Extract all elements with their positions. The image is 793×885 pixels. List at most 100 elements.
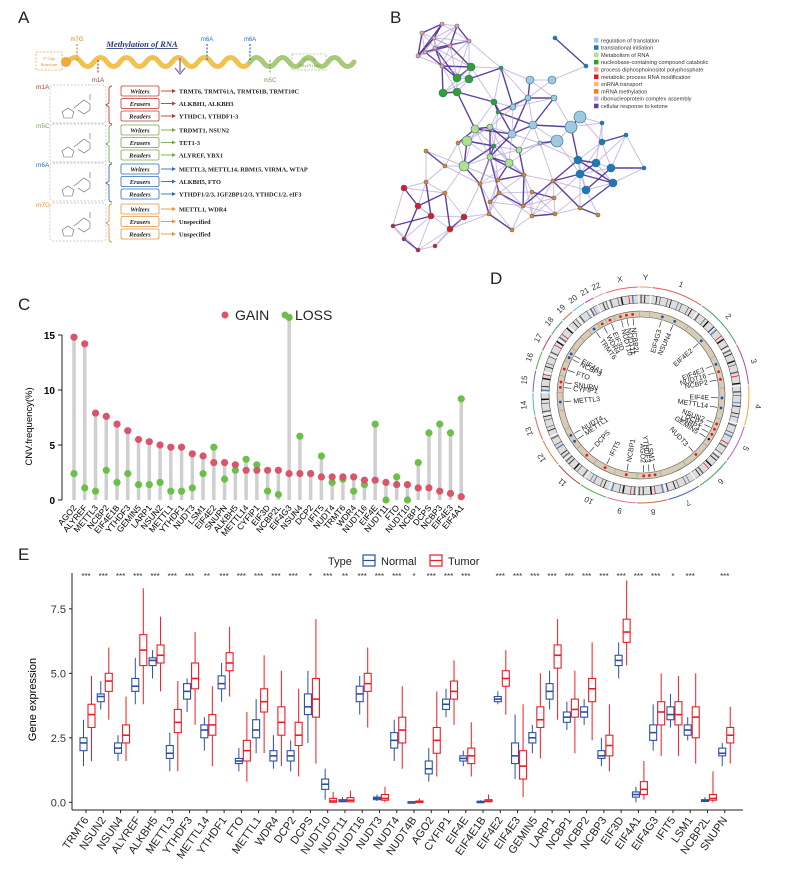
network-edge [552, 66, 586, 80]
gain-point [404, 481, 411, 488]
legend-label-1: translational initiation [601, 46, 653, 52]
box-tumor [675, 702, 682, 725]
box-normal [719, 748, 726, 756]
loss-point [264, 488, 271, 495]
legend-label-9: cellular response to ketone [601, 104, 668, 110]
gene-list: Unspecified [179, 232, 211, 239]
legend-swatch-4 [594, 67, 599, 72]
legend-marker-gain [222, 312, 229, 319]
y-tick-label: 15 [44, 331, 56, 342]
gain-point [178, 444, 185, 451]
box-tumor [123, 725, 130, 743]
network-edge [613, 168, 644, 183]
cnv-point-gain [585, 454, 588, 457]
ideogram-band [634, 487, 635, 495]
gene-label-connector [688, 446, 693, 451]
chromosome-label-22: 22 [590, 280, 602, 292]
box-tumor [589, 678, 596, 701]
significance-label: *** [427, 572, 436, 581]
chromosome-label-15: 15 [519, 374, 529, 385]
gene-label-connector [627, 319, 628, 326]
network-edge [404, 188, 418, 206]
y-tick-label: 0.0 [51, 797, 66, 809]
gain-point [458, 493, 465, 500]
gain-point [425, 484, 432, 491]
gain-point [232, 461, 239, 468]
network-node [402, 237, 406, 241]
gene-list: ALKBH5, FTO [179, 179, 221, 186]
gene-label-connector [573, 360, 579, 363]
loss-point [81, 484, 88, 491]
box-tumor [278, 707, 285, 735]
box-normal [97, 694, 104, 702]
gene-label-connector [596, 332, 600, 338]
loss-point [425, 429, 432, 436]
network-edge [523, 175, 524, 206]
mark-label-m5C: m5C [264, 78, 277, 84]
box-tumor [295, 722, 302, 745]
gene-label-connector [612, 324, 615, 330]
gain-point [382, 479, 389, 486]
significance-label: *** [271, 572, 280, 581]
network-node [576, 170, 584, 178]
cnv-point-loss [559, 401, 562, 404]
legend-label-6: snRNA transport [601, 82, 642, 88]
gene-list: TRDMT1, NSUN2 [179, 128, 229, 135]
network-edge [404, 188, 445, 193]
legend-label-5: metabolic process RNA modification [601, 75, 691, 81]
chromosome-label-1: 1 [677, 280, 685, 290]
network-node [455, 24, 459, 28]
network-node [496, 110, 500, 114]
panel-letter-b: B [390, 8, 401, 28]
network-edge [555, 38, 586, 66]
significance-label: *** [81, 572, 90, 581]
legend-label-tumor: Tumor [448, 556, 480, 568]
gain-point [393, 481, 400, 488]
loss-point [318, 452, 325, 459]
network-edge [404, 239, 418, 250]
cnv-point-gain [604, 466, 607, 469]
loss-point [447, 429, 454, 436]
gene-list: ALYREF, YBX1 [179, 153, 223, 160]
cnv-point-gain [625, 314, 628, 317]
legend-swatch-7 [594, 89, 599, 94]
network-node [416, 54, 420, 58]
network-node [574, 111, 586, 123]
panel-letter-e: E [18, 545, 29, 565]
legend-swatch-6 [594, 82, 599, 87]
network-node [459, 161, 469, 171]
gene-list: TET1-3 [179, 140, 200, 147]
significance-label: ** [204, 572, 210, 581]
gene-label-connector [621, 321, 623, 328]
cnv-point-gain [559, 386, 562, 389]
gain-point [81, 340, 88, 347]
cnv-point-loss [570, 352, 573, 355]
cnv-point-loss [573, 440, 576, 443]
box-tumor [174, 709, 181, 732]
mod-label-m5C: m5C [36, 123, 50, 130]
ideogram-band [651, 487, 652, 495]
legend-swatch-8 [594, 96, 599, 101]
loss-point [372, 421, 379, 428]
loss-point [92, 488, 99, 495]
chromosome-label-6: 6 [716, 477, 726, 487]
cnv-point-gain [717, 370, 720, 373]
gain-point [135, 436, 142, 443]
significance-label: *** [496, 572, 505, 581]
network-node [447, 226, 453, 232]
network-edge [554, 198, 555, 214]
box-tumor [623, 619, 630, 642]
network-edge [553, 181, 554, 198]
network-node [391, 224, 395, 228]
gene-label-connector [607, 458, 610, 464]
network-node [538, 141, 542, 145]
network-edge [501, 68, 530, 80]
loss-point [296, 433, 303, 440]
network-node [525, 95, 531, 101]
y-axis-label: Gene expression [27, 658, 39, 741]
gene-label-connector [589, 447, 594, 452]
legend-title: Type [328, 556, 352, 568]
box-tumor [226, 653, 233, 671]
gene-label: IFIT5 [609, 440, 623, 458]
